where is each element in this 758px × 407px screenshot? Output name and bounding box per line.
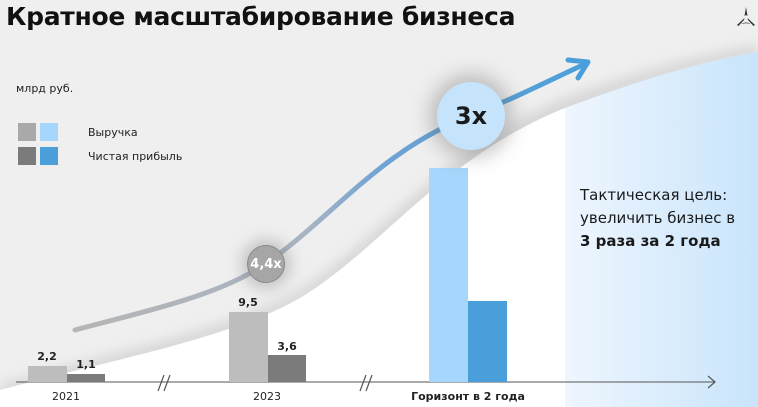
bar-profit-target xyxy=(468,301,507,382)
legend-item-revenue: Выручка xyxy=(18,120,182,144)
trend-curve xyxy=(72,61,588,333)
bar-profit-2021 xyxy=(67,374,105,382)
value-label: 9,5 xyxy=(238,296,258,309)
double-slash-break-icon xyxy=(157,374,373,392)
x-tick-label: Горизонт в 2 года xyxy=(411,390,525,403)
bar-profit-2023 xyxy=(268,355,306,382)
legend-swatch-revenue-target xyxy=(40,123,58,141)
tactical-goal-text: Тактическая цель: увеличить бизнес в 3 р… xyxy=(580,184,758,253)
legend-item-profit: Чистая прибыль xyxy=(18,144,182,168)
legend-swatch-profit-target xyxy=(40,147,58,165)
unit-label: млрд руб. xyxy=(16,82,74,95)
value-label: 2,2 xyxy=(37,350,57,363)
goal-line-emphasis: 3 раза за 2 года xyxy=(580,232,721,250)
value-label: 1,1 xyxy=(76,358,96,371)
page-title: Кратное масштабирование бизнеса xyxy=(6,2,516,31)
bar-revenue-2021 xyxy=(28,366,67,382)
legend-label: Чистая прибыль xyxy=(88,149,183,163)
goal-line: Тактическая цель: xyxy=(580,186,728,204)
growth-badge-3x: 3x xyxy=(437,82,505,150)
bar-revenue-target xyxy=(429,168,468,382)
bar-revenue-2023 xyxy=(229,312,268,382)
arrow-right-icon xyxy=(707,375,716,389)
legend-swatch-revenue-past xyxy=(18,123,36,141)
legend-swatch-profit-past xyxy=(18,147,36,165)
growth-badge-4-4x: 4,4x xyxy=(247,245,285,283)
goal-line: увеличить бизнес в xyxy=(580,209,736,227)
legend: Выручка Чистая прибыль xyxy=(18,120,182,168)
tri-prong-logo-icon xyxy=(737,7,755,26)
legend-label: Выручка xyxy=(88,125,138,139)
x-tick-label: 2021 xyxy=(52,390,80,403)
curved-arrow-icon xyxy=(565,57,591,81)
x-tick-label: 2023 xyxy=(253,390,281,403)
value-label: 3,6 xyxy=(277,340,297,353)
